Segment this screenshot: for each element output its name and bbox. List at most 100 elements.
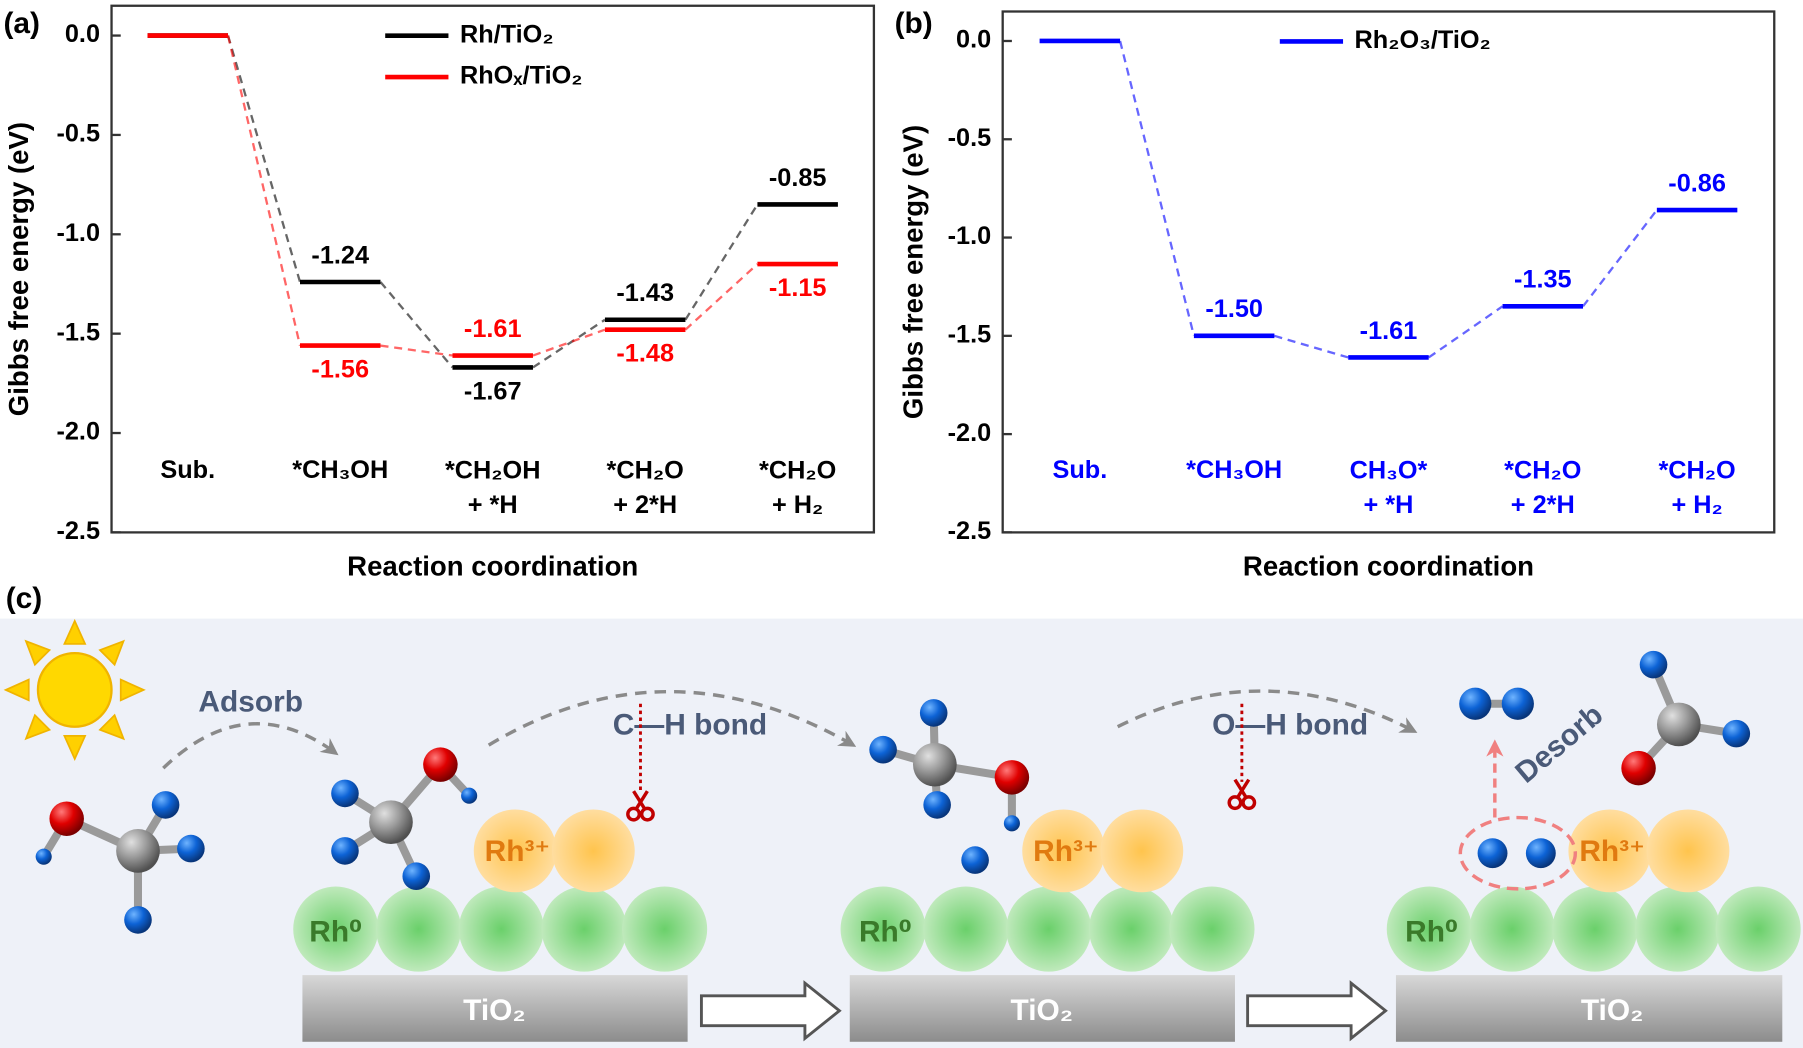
rh0-sphere xyxy=(1552,886,1638,972)
y-tick-label: -1.0 xyxy=(948,222,992,250)
h-atom xyxy=(1501,687,1534,720)
y-tick-label: -1.5 xyxy=(948,321,992,349)
x-category-label: *CH₂O + 2*H xyxy=(1504,456,1581,518)
rh0-sphere xyxy=(293,886,379,972)
y-axis-label: Gibbs free energy (eV) xyxy=(3,122,34,416)
y-tick-label: 0.0 xyxy=(65,20,100,48)
rh0-label: Rh⁰ xyxy=(309,916,362,949)
panel-label: (a) xyxy=(3,7,40,40)
support-label: TiO₂ xyxy=(1581,994,1644,1027)
legend-label: RhOₓ/TiO₂ xyxy=(460,62,583,90)
support-label: TiO₂ xyxy=(463,994,526,1027)
scissors xyxy=(1227,778,1257,811)
value-label: -1.67 xyxy=(464,377,522,405)
value-label: -1.61 xyxy=(464,315,522,343)
bond-label: C—H bond xyxy=(613,709,767,742)
step-arrow xyxy=(699,980,842,1042)
scissor-blade xyxy=(632,790,647,811)
sun-ray xyxy=(24,713,52,741)
sun-ray xyxy=(63,735,87,762)
connector xyxy=(1118,40,1196,337)
rh3-sphere xyxy=(1646,809,1730,893)
x-category-label: Sub. xyxy=(1052,456,1107,484)
h-atom xyxy=(923,791,951,819)
rh0-sphere xyxy=(1715,886,1801,972)
scissor-blade xyxy=(1235,778,1251,799)
y-tick-label: -1.0 xyxy=(56,219,100,247)
tio2-slab xyxy=(1395,975,1783,1042)
y-tick-label: 0.0 xyxy=(956,26,991,54)
x-category-label: *CH₂O + H₂ xyxy=(759,456,836,518)
h-atom xyxy=(869,735,897,764)
y-tick-label: -2.5 xyxy=(948,517,992,545)
sun xyxy=(3,618,146,762)
rh3-sphere xyxy=(1022,809,1106,893)
h-atom xyxy=(177,834,205,863)
rh0-label: Rh⁰ xyxy=(859,916,912,949)
h-atom xyxy=(961,846,989,874)
h-atom xyxy=(1722,719,1751,748)
h-atom xyxy=(124,906,152,934)
connector xyxy=(532,318,606,369)
h-pair-outline xyxy=(1458,815,1578,891)
y-tick-label: -2.0 xyxy=(56,418,100,446)
rh3-sphere xyxy=(1100,809,1184,893)
h-atom xyxy=(331,779,359,808)
sun-ray xyxy=(98,713,126,741)
h-atom xyxy=(1477,838,1508,869)
connector xyxy=(1274,334,1349,359)
sun-ray xyxy=(3,678,30,702)
rh0-sphere xyxy=(923,886,1009,972)
scissors xyxy=(626,790,655,822)
value-label: -1.56 xyxy=(311,356,369,384)
connector xyxy=(684,263,759,331)
h-atom xyxy=(1003,815,1020,832)
rh0-sphere xyxy=(1386,886,1472,972)
connector xyxy=(1428,305,1504,359)
connector xyxy=(380,344,453,357)
value-label: -1.61 xyxy=(1360,317,1418,345)
h-atom xyxy=(35,848,52,865)
h-atom xyxy=(402,862,431,891)
y-tick-label: -0.5 xyxy=(948,124,992,152)
tio2-slab xyxy=(849,975,1235,1042)
bond-label: O—H bond xyxy=(1212,709,1368,742)
adsorb-label: Adsorb xyxy=(198,686,303,719)
sun-ray xyxy=(119,678,146,702)
connector xyxy=(684,203,759,321)
scissor-handle xyxy=(639,806,655,822)
o-atom xyxy=(994,760,1030,795)
rh0-sphere xyxy=(376,886,462,972)
rh0-sphere xyxy=(622,886,708,972)
y-tick-label: -2.5 xyxy=(56,517,100,545)
panel-label: (c) xyxy=(6,582,43,615)
rh3-sphere xyxy=(473,809,557,893)
rh0-sphere xyxy=(541,886,627,972)
process-arrow xyxy=(1116,689,1418,733)
value-label: -1.35 xyxy=(1514,266,1572,294)
c-atom xyxy=(116,829,160,873)
x-category-label: *CH₃OH xyxy=(292,456,388,484)
scissor-handle xyxy=(1227,795,1243,811)
c-atom xyxy=(912,742,957,787)
connector xyxy=(226,35,302,283)
x-category-label: *CH₃OH xyxy=(1186,456,1282,484)
rh3-label: Rh³⁺ xyxy=(1033,835,1099,868)
x-axis-label: Reaction coordination xyxy=(347,550,638,581)
value-label: -1.48 xyxy=(616,340,674,368)
h-atom xyxy=(919,699,948,727)
x-category-label: *CH₂OH + *H xyxy=(445,456,541,518)
y-tick-label: -2.0 xyxy=(948,419,992,447)
scissor-handle xyxy=(1241,795,1257,811)
sun-ray xyxy=(98,639,126,667)
y-tick-label: -0.5 xyxy=(56,120,100,148)
h-atom xyxy=(1459,687,1492,720)
x-category-label: Sub. xyxy=(160,456,215,484)
step-arrow xyxy=(1246,980,1388,1042)
c-atom xyxy=(369,800,413,845)
x-category-label: *CH₂O + H₂ xyxy=(1658,456,1735,518)
plot-frame xyxy=(110,4,876,534)
